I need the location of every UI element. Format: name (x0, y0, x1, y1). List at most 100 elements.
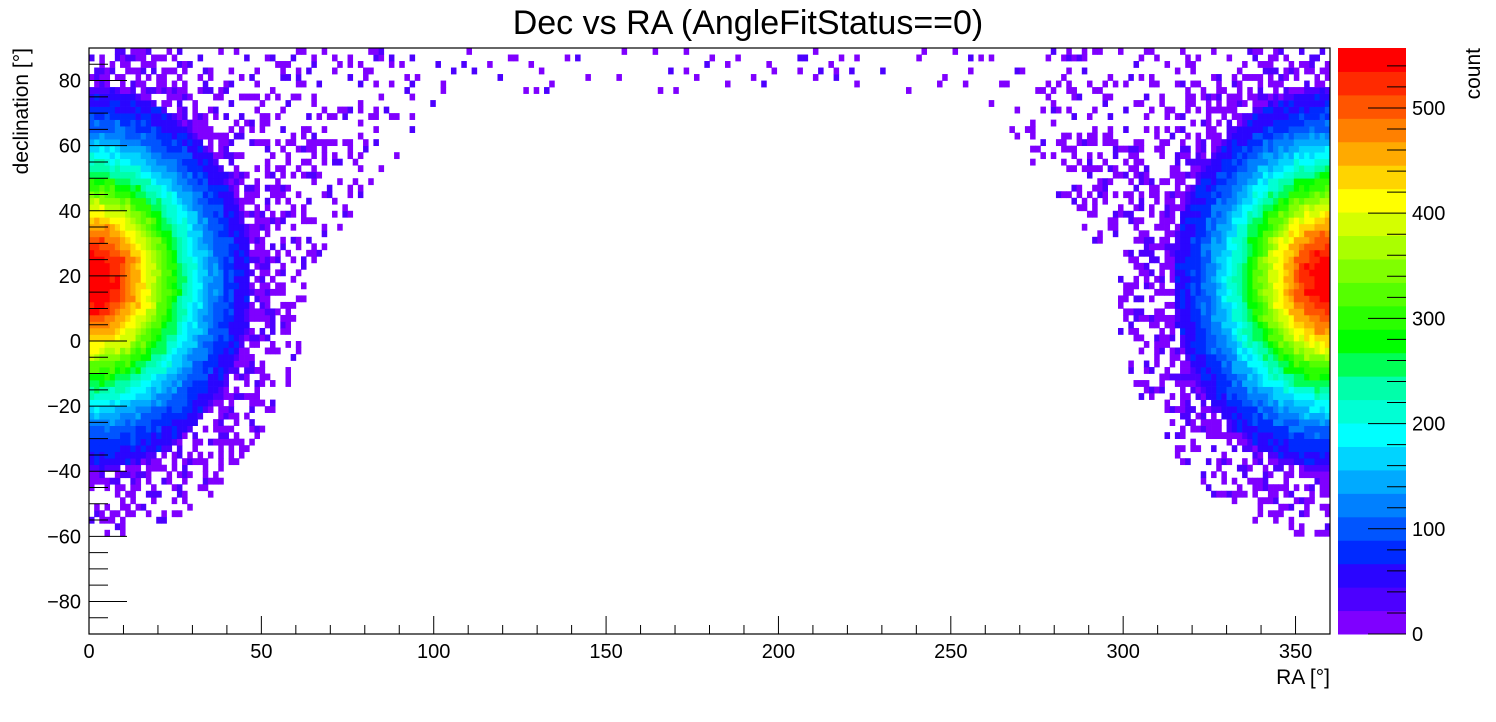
heatmap-cell (125, 314, 131, 322)
heatmap-cell (156, 393, 162, 400)
heatmap-cell (130, 230, 136, 238)
heatmap-cell (1216, 217, 1222, 225)
heatmap-cell (1247, 178, 1253, 186)
heatmap-cell (166, 230, 173, 238)
heatmap-cell (1143, 230, 1150, 238)
heatmap-cell (161, 269, 167, 277)
heatmap-cell (1221, 275, 1227, 283)
heatmap-cell (1133, 184, 1140, 192)
heatmap-cell (1211, 74, 1217, 81)
heatmap-cell (1242, 419, 1248, 426)
heatmap-cell (213, 262, 219, 270)
heatmap-cell (285, 308, 292, 316)
heatmap-cell (1319, 100, 1326, 107)
heatmap-cell (1319, 295, 1326, 303)
heatmap-cell (1092, 184, 1098, 192)
heatmap-cell (1288, 490, 1295, 498)
heatmap-cell (1324, 145, 1331, 153)
heatmap-cell (1190, 100, 1196, 107)
heatmap-cell (1273, 230, 1279, 238)
heatmap-cell (1112, 80, 1119, 88)
heatmap-cell (797, 67, 803, 75)
heatmap-cell (1221, 178, 1227, 186)
heatmap-cell (135, 132, 142, 140)
heatmap-cell (968, 54, 974, 62)
heatmap-cell (99, 314, 105, 322)
heatmap-cell (1128, 191, 1134, 199)
heatmap-cell (99, 425, 105, 433)
heatmap-cell (249, 223, 255, 231)
heatmap-cell (187, 419, 193, 426)
heatmap-cell (233, 171, 240, 179)
heatmap-cell (151, 87, 157, 94)
heatmap-cell (1242, 126, 1248, 133)
heatmap-cell (1273, 360, 1279, 368)
heatmap-cell (1205, 327, 1212, 335)
heatmap-cell (1273, 152, 1279, 160)
heatmap-cell (1205, 217, 1212, 225)
heatmap-cell (176, 210, 183, 218)
heatmap-cell (161, 288, 167, 296)
heatmap-cell (135, 484, 142, 492)
heatmap-cell (151, 139, 157, 147)
heatmap-cell (1185, 256, 1191, 264)
heatmap-cell (1257, 354, 1264, 361)
heatmap-cell (1231, 132, 1238, 140)
heatmap-cell (140, 386, 147, 394)
heatmap-cell (1226, 269, 1233, 277)
heatmap-cell (125, 165, 131, 173)
heatmap-cell (176, 308, 183, 316)
heatmap-cell (1236, 256, 1243, 264)
heatmap-cell (1288, 334, 1295, 342)
heatmap-cell (182, 269, 188, 277)
heatmap-cell (1278, 165, 1284, 173)
heatmap-cell (1004, 80, 1010, 88)
heatmap-cell (275, 256, 281, 264)
heatmap-cell (1149, 178, 1155, 186)
heatmap-cell (1169, 275, 1176, 283)
heatmap-cell (1154, 54, 1160, 62)
heatmap-cell (1236, 243, 1243, 251)
heatmap-cell (135, 327, 142, 335)
heatmap-cell (120, 191, 126, 199)
heatmap-cell (1200, 210, 1207, 218)
heatmap-cell (1190, 406, 1196, 413)
heatmap-cell (1236, 399, 1243, 407)
heatmap-cell (1304, 334, 1310, 342)
heatmap-cell (171, 425, 178, 433)
heatmap-cell (89, 54, 95, 62)
heatmap-cell (1221, 471, 1227, 479)
heatmap-cell (1040, 106, 1046, 114)
heatmap-cell (1309, 100, 1315, 107)
heatmap-cell (249, 360, 255, 368)
heatmap-cell (207, 275, 214, 283)
heatmap-cell (1185, 61, 1191, 68)
heatmap-cell (275, 113, 281, 120)
heatmap-cell (197, 393, 204, 400)
heatmap-cell (1283, 484, 1289, 492)
heatmap-cell (202, 314, 209, 322)
heatmap-cell (1267, 230, 1274, 238)
heatmap-cell (1262, 243, 1269, 251)
heatmap-cell (1185, 282, 1191, 290)
heatmap-cell (89, 334, 95, 342)
heatmap-cell (238, 171, 245, 179)
heatmap-cell (1283, 269, 1289, 277)
heatmap-cell (89, 249, 95, 257)
heatmap-cell (166, 347, 173, 355)
heatmap-cell (1205, 419, 1212, 426)
heatmap-cell (1273, 249, 1279, 257)
heatmap-cell (171, 113, 178, 120)
heatmap-cell (207, 301, 214, 309)
heatmap-cell (254, 432, 260, 440)
heatmap-cell (145, 126, 152, 133)
heatmap-cell (171, 510, 178, 518)
heatmap-cell (1252, 386, 1258, 394)
heatmap-cell (156, 367, 162, 374)
heatmap-cell (182, 145, 188, 153)
heatmap-cell (833, 74, 840, 81)
heatmap-cell (207, 152, 214, 160)
heatmap-cell (1071, 152, 1077, 160)
heatmap-cell (1143, 93, 1150, 101)
heatmap-cell (1309, 347, 1315, 355)
